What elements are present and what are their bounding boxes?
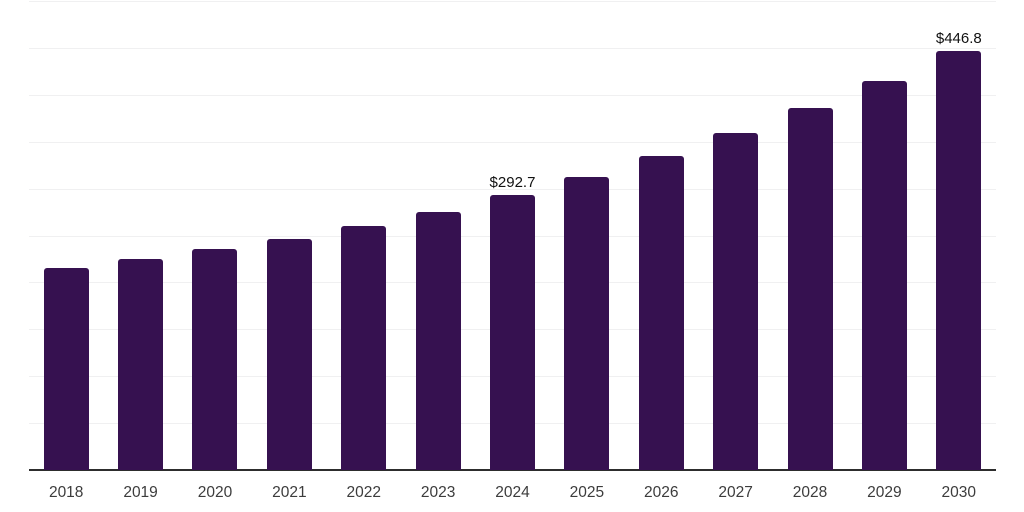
- bar-2019: [118, 259, 164, 470]
- x-tick-label-2027: 2027: [718, 484, 753, 501]
- bar-2020: [192, 249, 238, 470]
- x-axis-line: [29, 469, 996, 471]
- x-tick-label-2029: 2029: [867, 484, 902, 501]
- gridline-450: [29, 47, 996, 49]
- x-tick-label-2019: 2019: [123, 484, 158, 501]
- gridline-350: [29, 141, 996, 143]
- gridline-400: [29, 94, 996, 96]
- value-label-2024: $292.7: [489, 174, 536, 192]
- gridline-500: [29, 1, 996, 2]
- bar-2022: [341, 226, 387, 470]
- x-tick-label-2021: 2021: [272, 484, 307, 501]
- x-tick-label-2024: 2024: [495, 484, 530, 501]
- gridline-300: [29, 188, 996, 190]
- x-tick-label-2020: 2020: [197, 484, 233, 501]
- x-tick-label-2023: 2023: [420, 484, 456, 501]
- bar-2021: [266, 239, 312, 470]
- value-label-2030: $446.8: [935, 29, 982, 47]
- x-tick-label-2022: 2022: [346, 484, 381, 501]
- plot-area: $292.7 $446.8: [29, 1, 996, 471]
- x-tick-label-2026: 2026: [644, 484, 679, 501]
- bar-2023: [415, 211, 461, 470]
- bar-2027: [713, 133, 759, 470]
- bar-2018: [43, 268, 89, 470]
- bar-2025: [564, 177, 610, 470]
- bar-2026: [638, 155, 684, 470]
- x-tick-label-2018: 2018: [48, 484, 84, 501]
- x-tick-label-2028: 2028: [792, 484, 828, 501]
- bar-2030: [936, 50, 982, 470]
- x-tick-label-2025: 2025: [569, 484, 605, 501]
- bar-2028: [787, 108, 833, 470]
- bar-2024: [490, 195, 535, 470]
- bar-2029: [861, 81, 907, 470]
- x-tick-label-2030: 2030: [941, 484, 977, 501]
